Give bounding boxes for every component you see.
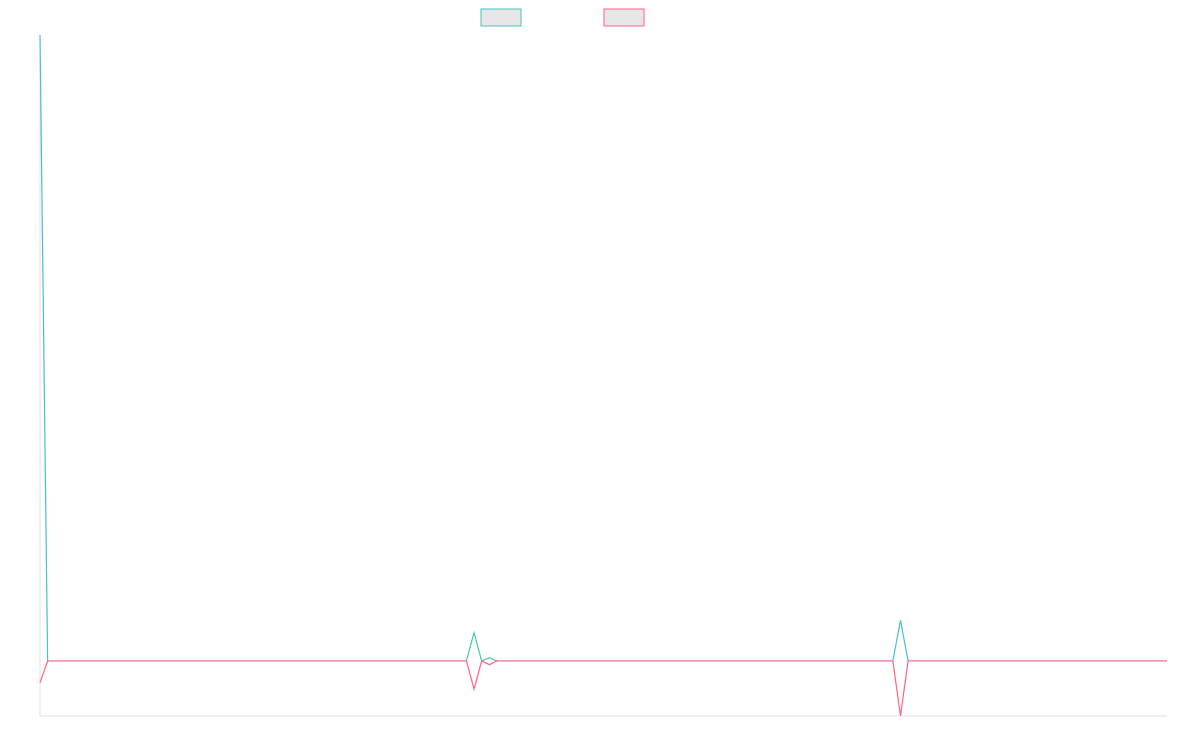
line-series [39, 34, 1167, 662]
line-series [39, 660, 1167, 717]
legend-swatch [603, 8, 645, 27]
legend-swatch [480, 8, 522, 27]
